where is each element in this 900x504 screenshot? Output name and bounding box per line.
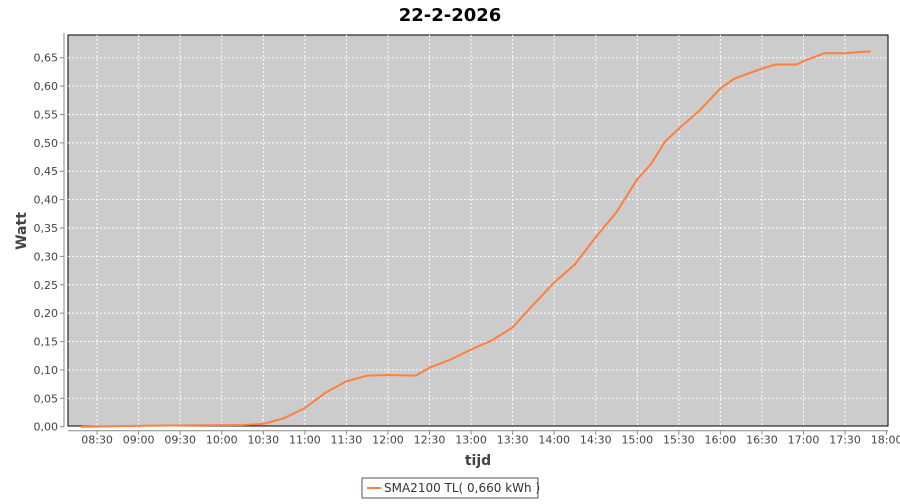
x-tick-label: 17:30 bbox=[829, 434, 861, 447]
y-axis-label: Watt bbox=[14, 212, 30, 250]
data-point bbox=[387, 374, 389, 376]
y-tick-label: 0,30 bbox=[34, 250, 59, 263]
x-tick-label: 14:30 bbox=[580, 434, 612, 447]
x-tick-label: 11:00 bbox=[289, 434, 321, 447]
data-point bbox=[366, 375, 368, 377]
data-point bbox=[283, 417, 285, 419]
data-point bbox=[844, 52, 846, 54]
y-tick-label: 0,25 bbox=[34, 279, 59, 292]
x-tick-label: 15:00 bbox=[621, 434, 653, 447]
data-point bbox=[491, 339, 493, 341]
x-tick-label: 16:00 bbox=[705, 434, 737, 447]
data-point bbox=[325, 392, 327, 394]
x-tick-label: 17:00 bbox=[788, 434, 820, 447]
data-point bbox=[733, 78, 735, 80]
x-tick-label: 16:30 bbox=[746, 434, 778, 447]
data-point bbox=[664, 141, 666, 143]
data-point bbox=[595, 236, 597, 238]
legend: SMA2100 TL( 0,660 kWh ) bbox=[362, 478, 540, 498]
data-point bbox=[429, 367, 431, 369]
data-point bbox=[761, 67, 763, 69]
x-axis-label: tijd bbox=[465, 453, 491, 469]
y-tick-label: 0,00 bbox=[34, 421, 59, 434]
y-tick-label: 0,20 bbox=[34, 307, 59, 320]
x-tick-label: 10:00 bbox=[206, 434, 238, 447]
plot-area bbox=[68, 35, 888, 426]
data-point bbox=[869, 50, 871, 52]
data-point bbox=[650, 163, 652, 165]
y-tick-label: 0,15 bbox=[34, 336, 59, 349]
x-tick-label: 18:00 bbox=[871, 434, 900, 447]
x-tick-label: 10:30 bbox=[247, 434, 279, 447]
data-point bbox=[553, 282, 555, 284]
x-tick-label: 11:30 bbox=[331, 434, 363, 447]
legend-label: SMA2100 TL( 0,660 kWh ) bbox=[384, 481, 540, 495]
data-point bbox=[803, 60, 805, 62]
x-tick-label: 13:00 bbox=[455, 434, 487, 447]
y-tick-label: 0,40 bbox=[34, 194, 59, 207]
data-point bbox=[345, 380, 347, 382]
y-tick-label: 0,65 bbox=[34, 52, 59, 65]
data-point bbox=[775, 64, 777, 66]
y-tick-label: 0,50 bbox=[34, 137, 59, 150]
y-tick-label: 0,60 bbox=[34, 80, 59, 93]
data-point bbox=[81, 426, 83, 428]
data-point bbox=[449, 359, 451, 361]
data-point bbox=[796, 64, 798, 66]
data-point bbox=[304, 407, 306, 409]
y-tick-label: 0,45 bbox=[34, 165, 59, 178]
x-tick-label: 08:30 bbox=[81, 434, 113, 447]
x-tick-label: 09:30 bbox=[164, 434, 196, 447]
data-point bbox=[532, 304, 534, 306]
x-tick-label: 13:30 bbox=[497, 434, 529, 447]
data-point bbox=[156, 425, 158, 427]
y-tick-label: 0,05 bbox=[34, 392, 59, 405]
data-point bbox=[699, 110, 701, 112]
data-point bbox=[512, 326, 514, 328]
data-point bbox=[678, 128, 680, 130]
y-tick-label: 0,10 bbox=[34, 364, 59, 377]
data-point bbox=[415, 375, 417, 377]
data-point bbox=[823, 52, 825, 54]
x-tick-label: 12:00 bbox=[372, 434, 404, 447]
data-point bbox=[574, 263, 576, 265]
data-point bbox=[616, 211, 618, 213]
data-point bbox=[636, 178, 638, 180]
data-point bbox=[262, 423, 264, 425]
x-tick-label: 09:00 bbox=[123, 434, 155, 447]
x-tick-label: 12:30 bbox=[414, 434, 446, 447]
x-tick-label: 15:30 bbox=[663, 434, 695, 447]
data-point bbox=[470, 348, 472, 350]
y-tick-label: 0,35 bbox=[34, 222, 59, 235]
chart-title: 22-2-2026 bbox=[399, 5, 502, 26]
y-tick-label: 0,55 bbox=[34, 108, 59, 121]
data-point bbox=[858, 51, 860, 53]
data-point bbox=[719, 87, 721, 89]
x-tick-label: 14:00 bbox=[538, 434, 570, 447]
data-point bbox=[242, 424, 244, 426]
